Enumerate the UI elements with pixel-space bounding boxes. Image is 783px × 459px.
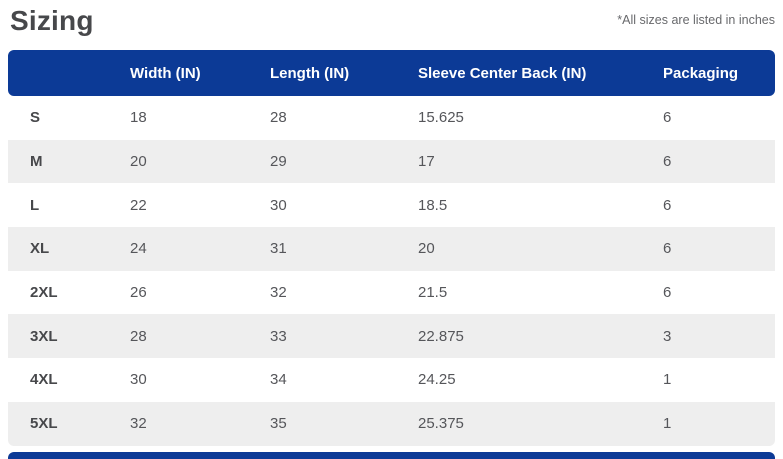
sleeve-cell: 24.25 [418, 371, 456, 389]
page-title: Sizing [10, 5, 94, 36]
table-row: 2XL 26 32 21.5 6 [8, 270, 775, 315]
table-row: M 20 29 17 6 [8, 139, 775, 184]
table-row: XL 24 31 20 6 [8, 227, 775, 271]
length-cell: 34 [270, 371, 287, 389]
table-header-row: Width (IN) Length (IN) Sleeve Center Bac… [8, 50, 775, 96]
width-cell: 32 [130, 415, 147, 433]
size-cell: 4XL [30, 371, 58, 389]
width-cell: 18 [130, 109, 147, 127]
packaging-cell: 1 [663, 371, 672, 389]
length-cell: 35 [270, 415, 287, 433]
table-row: L 22 30 18.5 6 [8, 183, 775, 228]
sleeve-cell: 17 [418, 153, 435, 171]
table-row: 5XL 32 35 25.375 1 [8, 401, 775, 446]
length-cell: 33 [270, 327, 287, 345]
packaging-cell: 6 [663, 284, 672, 302]
sleeve-cell: 15.625 [418, 109, 464, 127]
packaging-cell: 1 [663, 415, 672, 433]
sleeve-cell: 18.5 [418, 196, 448, 214]
column-header-sleeve-center-back: Sleeve Center Back (IN) [418, 64, 587, 82]
sizing-table: Width (IN) Length (IN) Sleeve Center Bac… [8, 50, 775, 446]
table-row: 3XL 28 33 22.875 3 [8, 314, 775, 359]
width-cell: 26 [130, 284, 147, 302]
packaging-cell: 3 [663, 327, 672, 345]
size-cell: 2XL [30, 284, 58, 302]
units-note: *All sizes are listed in inches [617, 13, 775, 27]
table-body: S 18 28 15.625 6 M 20 29 17 6 L 22 30 18… [8, 96, 775, 446]
table-row: 4XL 30 34 24.25 1 [8, 358, 775, 402]
size-cell: 3XL [30, 327, 58, 345]
column-header-width: Width (IN) [130, 64, 201, 82]
size-cell: S [30, 109, 41, 127]
size-cell: M [30, 153, 43, 171]
length-cell: 28 [270, 109, 287, 127]
sleeve-cell: 22.875 [418, 327, 464, 345]
length-cell: 32 [270, 284, 287, 302]
sleeve-cell: 25.375 [418, 415, 464, 433]
sleeve-cell: 21.5 [418, 284, 448, 302]
size-cell: XL [30, 240, 50, 258]
table-row: S 18 28 15.625 6 [8, 96, 775, 140]
column-header-packaging: Packaging [663, 64, 739, 82]
next-table-header-partial [8, 452, 775, 459]
size-cell: L [30, 196, 40, 214]
packaging-cell: 6 [663, 240, 672, 258]
packaging-cell: 6 [663, 153, 672, 171]
length-cell: 29 [270, 153, 287, 171]
packaging-cell: 6 [663, 109, 672, 127]
width-cell: 30 [130, 371, 147, 389]
length-cell: 30 [270, 196, 287, 214]
length-cell: 31 [270, 240, 287, 258]
width-cell: 22 [130, 196, 147, 214]
sleeve-cell: 20 [418, 240, 435, 258]
width-cell: 28 [130, 327, 147, 345]
width-cell: 24 [130, 240, 147, 258]
packaging-cell: 6 [663, 196, 672, 214]
width-cell: 20 [130, 153, 147, 171]
size-cell: 5XL [30, 415, 58, 433]
column-header-length: Length (IN) [270, 64, 350, 82]
